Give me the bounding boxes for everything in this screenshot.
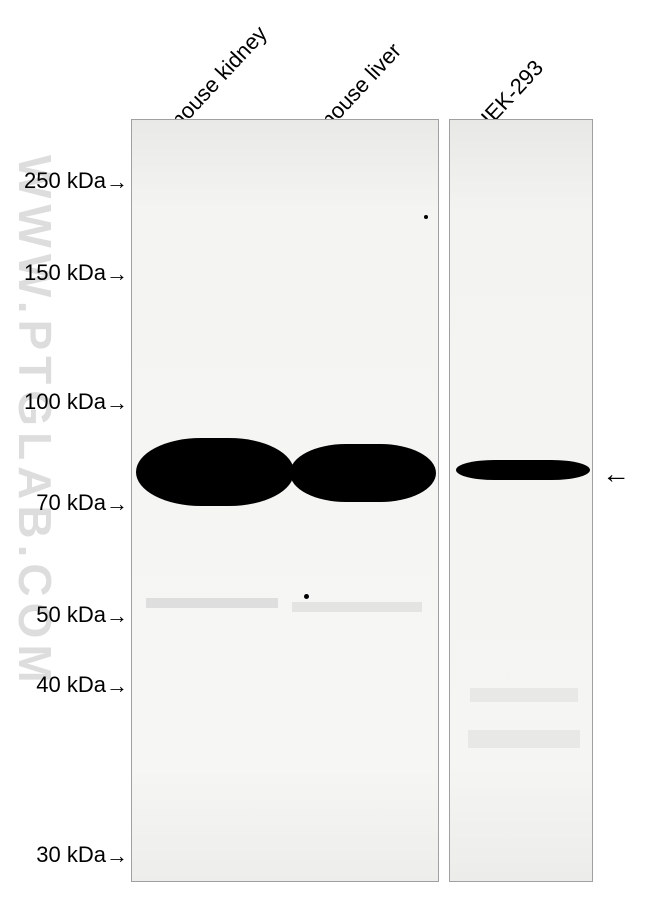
mw-marker: 40 kDa→	[0, 672, 128, 699]
blot-panel-left	[131, 119, 439, 882]
blot-band	[456, 460, 590, 480]
right-arrow-icon: →	[106, 673, 128, 699]
blot-faint-band	[146, 598, 278, 608]
mw-marker: 30 kDa→	[0, 842, 128, 869]
mw-marker-text: 150 kDa	[24, 260, 106, 285]
blot-panel-right	[449, 119, 593, 882]
blot-speck	[424, 215, 428, 219]
mw-marker: 250 kDa→	[0, 168, 128, 195]
right-arrow-icon: →	[106, 491, 128, 517]
blot-band	[136, 438, 294, 506]
mw-marker-text: 100 kDa	[24, 389, 106, 414]
blot-faint-band	[470, 688, 578, 702]
blot-figure: WWW.PTGLAB.COM mouse kidney mouse liver …	[0, 0, 650, 903]
blot-band	[290, 444, 436, 502]
blot-speck	[304, 594, 309, 599]
mw-marker: 100 kDa→	[0, 389, 128, 416]
mw-marker: 50 kDa→	[0, 602, 128, 629]
right-arrow-icon: →	[106, 390, 128, 416]
right-arrow-icon: →	[106, 261, 128, 287]
blot-faint-band	[468, 730, 580, 748]
right-arrow-icon: →	[106, 603, 128, 629]
mw-marker-text: 30 kDa	[36, 842, 106, 867]
right-arrow-icon: →	[106, 169, 128, 195]
blot-faint-band	[292, 602, 422, 612]
mw-marker-text: 250 kDa	[24, 168, 106, 193]
mw-marker-text: 70 kDa	[36, 490, 106, 515]
mw-marker: 150 kDa→	[0, 260, 128, 287]
target-arrow-icon: ←	[602, 458, 630, 490]
mw-marker: 70 kDa→	[0, 490, 128, 517]
mw-marker-text: 40 kDa	[36, 672, 106, 697]
mw-marker-text: 50 kDa	[36, 602, 106, 627]
right-arrow-icon: →	[106, 843, 128, 869]
